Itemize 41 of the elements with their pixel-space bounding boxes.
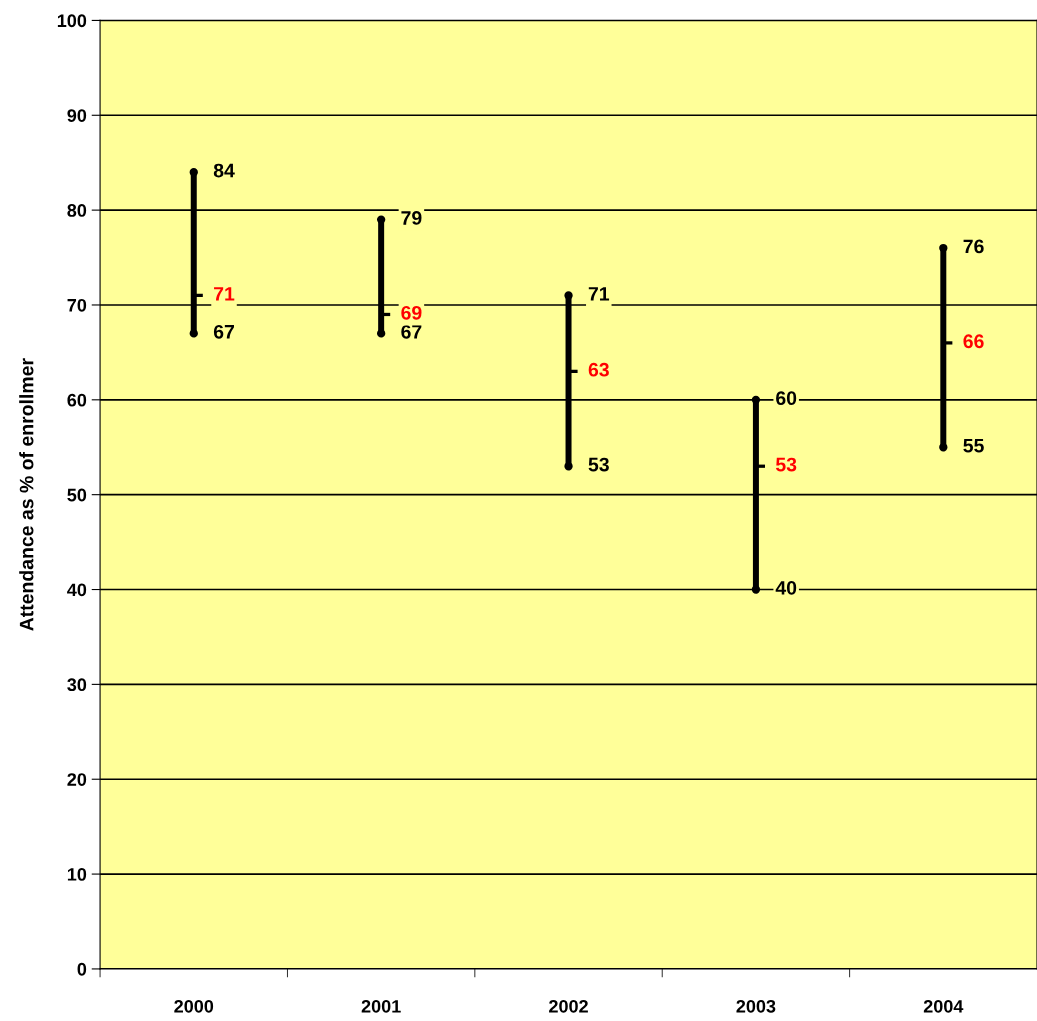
- point: [751, 585, 761, 594]
- point: [939, 243, 948, 253]
- point: [939, 443, 948, 452]
- data-label: 84: [213, 163, 235, 178]
- y-tick-label: 30: [67, 678, 87, 692]
- point: [564, 462, 573, 471]
- data-label: 53: [775, 457, 797, 472]
- y-tick-label: 0: [77, 962, 87, 976]
- y-tick-label: 20: [67, 773, 87, 786]
- x-tick-label: 2000: [174, 999, 214, 1013]
- data-label: 67: [213, 324, 234, 339]
- y-tick-label: 40: [67, 583, 87, 597]
- x-tick-label: 2003: [736, 999, 776, 1013]
- y-tick-label: 50: [67, 488, 87, 502]
- data-label: 55: [963, 438, 984, 453]
- data-label: 71: [588, 287, 610, 301]
- point: [189, 168, 198, 177]
- y-tick-label: 100: [57, 14, 87, 28]
- data-label: 79: [401, 211, 422, 225]
- y-axis-title: Attendance as % of enrollmer: [19, 358, 34, 631]
- point: [751, 395, 761, 404]
- y-tick-label: 90: [67, 109, 87, 122]
- data-label: 53: [588, 457, 609, 472]
- data-label: 63: [588, 362, 609, 377]
- data-label: 69: [401, 305, 422, 320]
- data-label: 76: [963, 239, 984, 254]
- point: [189, 329, 198, 338]
- data-label: 71: [214, 287, 235, 301]
- data-label: 66: [963, 334, 984, 349]
- y-tick-label: 80: [67, 204, 87, 217]
- y-tick-label: 70: [67, 298, 87, 312]
- x-tick-label: 2001: [361, 999, 401, 1013]
- y-tick-label: 60: [67, 393, 87, 407]
- data-label: 40: [775, 580, 797, 595]
- data-label: 67: [401, 324, 422, 339]
- point: [376, 329, 386, 338]
- x-tick-label: 2002: [549, 999, 588, 1013]
- y-tick-label: 10: [67, 868, 87, 881]
- data-label: 60: [776, 391, 797, 406]
- x-tick-label: 2004: [923, 999, 964, 1013]
- point: [376, 215, 386, 224]
